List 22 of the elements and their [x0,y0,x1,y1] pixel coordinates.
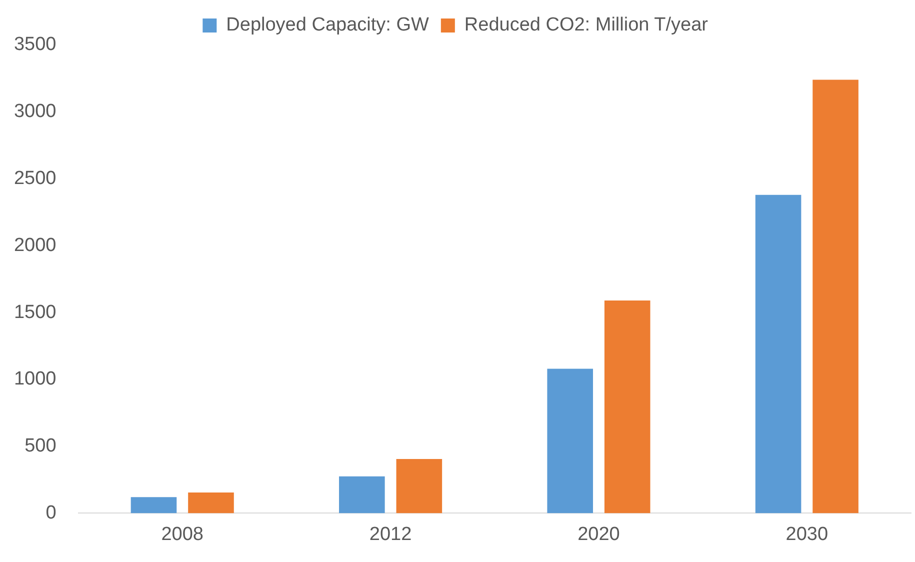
bar [604,300,650,514]
bar [188,492,234,514]
y-tick-label: 2000 [14,234,56,256]
legend-label: Deployed Capacity: GW [226,14,429,36]
y-tick-label: 3000 [14,101,56,122]
x-tick-label: 2008 [161,524,204,545]
x-tick-label: 2020 [578,524,620,545]
y-tick-label: 1500 [14,302,56,323]
bar [812,80,858,514]
x-tick-label: 2012 [369,524,412,545]
y-tick-label: 0 [46,502,56,524]
x-tick-label: 2030 [786,524,828,545]
y-tick-label: 500 [24,436,56,457]
bar [755,194,802,514]
y-tick-label: 2500 [14,168,56,190]
y-tick-label: 3500 [14,34,56,56]
y-tick-label: 1000 [14,368,56,390]
bar [396,459,442,514]
bar [130,497,177,514]
legend-label: Reduced CO2: Million T/year [464,14,709,36]
bar [339,476,385,514]
bar [547,368,593,514]
